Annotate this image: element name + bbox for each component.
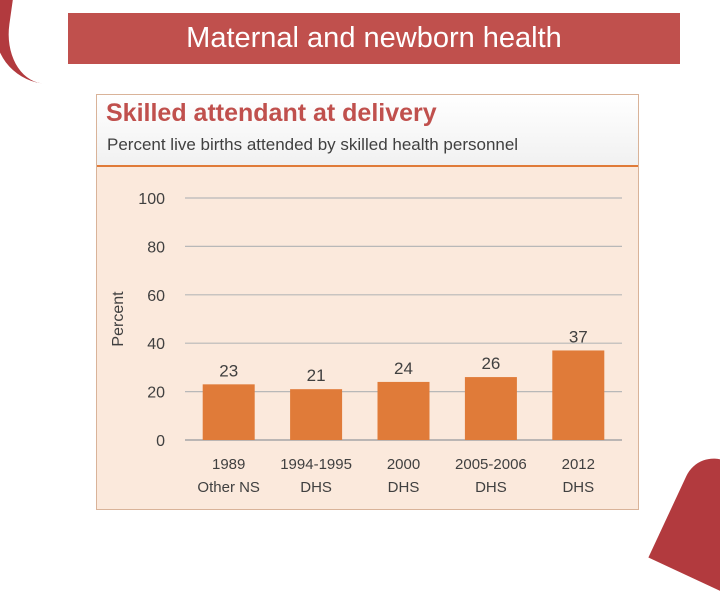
decorative-swoosh-left — [0, 0, 55, 84]
x-tick-label: 1994-1995 — [280, 456, 352, 473]
x-tick-label-sub: DHS — [388, 479, 420, 496]
x-tick-label-sub: DHS — [300, 479, 332, 496]
data-label: 21 — [307, 366, 326, 385]
bar — [290, 389, 343, 440]
x-tick-label-sub: Other NS — [197, 479, 260, 496]
x-tick-label: 2012 — [562, 456, 595, 473]
x-tick-label-sub: DHS — [475, 479, 507, 496]
y-tick-label: 0 — [156, 433, 165, 450]
slide-title: Maternal and newborn health — [68, 13, 680, 64]
x-tick-label: 1989 — [212, 456, 245, 473]
y-tick-label: 100 — [138, 191, 165, 208]
y-tick-label: 20 — [147, 385, 165, 402]
y-axis-label: Percent — [110, 291, 127, 347]
data-label: 26 — [481, 354, 500, 373]
decorative-swoosh-right — [648, 448, 720, 591]
data-label: 37 — [569, 327, 588, 346]
data-label: 23 — [219, 361, 238, 380]
chart-header: Skilled attendant at delivery Percent li… — [97, 95, 638, 167]
chart-title: Skilled attendant at delivery — [106, 99, 437, 127]
chart-subtitle: Percent live births attended by skilled … — [107, 135, 519, 154]
y-tick-label: 80 — [147, 239, 165, 256]
bar — [552, 350, 605, 440]
x-tick-label: 2005-2006 — [455, 456, 527, 473]
y-tick-label: 60 — [147, 288, 165, 305]
data-label: 24 — [394, 359, 413, 378]
bar — [464, 377, 517, 440]
bar-chart: 0 20 40 60 80 100 Percent 23 1989 Other NS 21 1994-… — [110, 191, 622, 496]
bar — [202, 384, 255, 440]
chart-panel: Skilled attendant at delivery Percent li… — [96, 94, 639, 510]
y-tick-label: 40 — [147, 336, 165, 353]
x-tick-label: 2000 — [387, 456, 420, 473]
x-tick-label-sub: DHS — [562, 479, 594, 496]
bar — [377, 381, 430, 440]
